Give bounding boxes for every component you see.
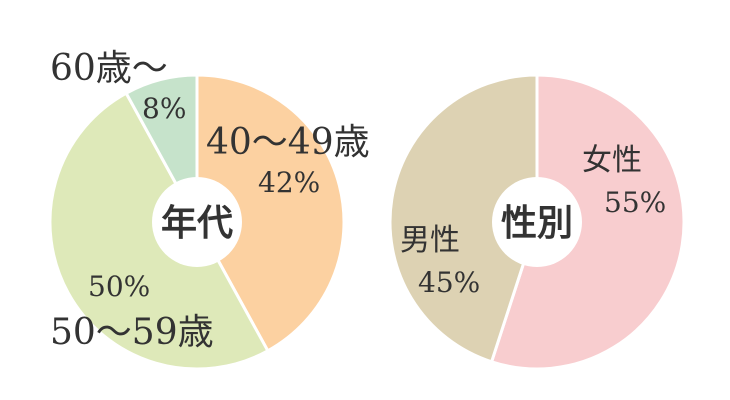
slice-1-0 <box>489 73 686 371</box>
gender-donut-title: 性別 <box>501 203 573 244</box>
label-50-59: 50〜59歳 <box>50 312 214 353</box>
label-60-plus: 60歳〜 <box>50 48 168 89</box>
donut-hole <box>152 177 242 267</box>
label-female: 女性 <box>582 143 642 178</box>
label-40-49: 40〜49歳 <box>206 122 370 163</box>
value-50-59: 50% <box>88 270 150 303</box>
value-40-49: 42% <box>258 166 320 199</box>
slice-0-0 <box>195 73 346 353</box>
value-male: 45% <box>418 266 480 299</box>
gender-donut <box>388 73 686 371</box>
age-donut-title: 年代 <box>161 203 233 244</box>
label-male: 男性 <box>400 223 460 258</box>
value-female: 55% <box>604 186 666 219</box>
slice-1-1 <box>388 73 539 364</box>
age-donut <box>48 73 346 371</box>
value-60-plus: 8% <box>142 92 186 125</box>
donut-hole <box>492 177 582 267</box>
